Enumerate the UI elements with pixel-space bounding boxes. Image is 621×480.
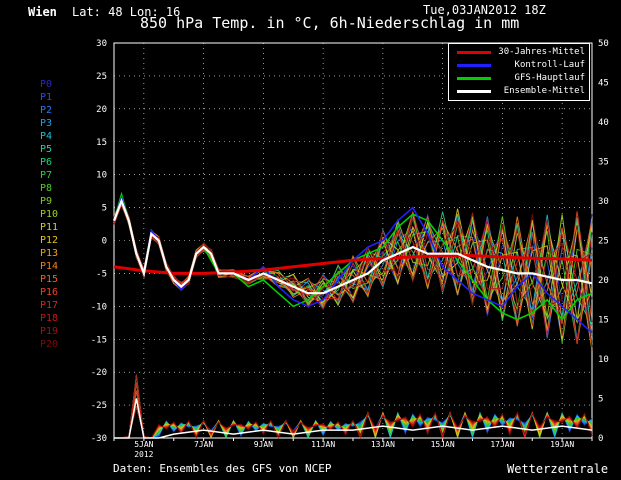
member-label: P5 [40, 144, 53, 155]
run-label: Tue,03JAN2012 18Z [423, 3, 546, 17]
legend-label: 30-Jahres-Mittel [498, 47, 585, 57]
member-label: P9 [40, 196, 53, 207]
left-tick-label: -25 [91, 401, 107, 411]
left-tick-label: 0 [102, 237, 107, 247]
x-tick-label: 13JAN [371, 440, 395, 449]
source-label: Daten: Ensembles des GFS von NCEP [113, 462, 332, 475]
member-label: P8 [40, 183, 53, 194]
legend-swatch [457, 64, 491, 67]
precip-mean-line [114, 398, 593, 439]
right-tick-label: 40 [598, 118, 609, 128]
legend-swatch [457, 77, 491, 80]
left-tick-label: 20 [96, 105, 107, 115]
member-list: P0 P1 P2 P3 P4 P5 P6 P7 P8 P9 P10 P11 P12 P13 P14 P15 P1… [40, 78, 70, 351]
brand-label: Wetterzentrale [507, 462, 609, 476]
member-label: P15 [40, 274, 59, 285]
legend-swatch [457, 51, 491, 54]
member-label: P7 [40, 170, 53, 181]
x-tick-label: 11JAN [311, 440, 335, 449]
left-tick-label: -5 [96, 269, 107, 279]
left-tick-label: -10 [91, 302, 107, 312]
right-tick-label: 30 [598, 197, 609, 207]
left-tick-label: 30 [96, 39, 107, 49]
location-label: Wien [28, 5, 57, 19]
right-tick-label: 50 [598, 39, 609, 49]
x-tick-label: 15JAN [431, 440, 455, 449]
member-label: P4 [40, 131, 53, 142]
left-tick-label: 5 [102, 204, 107, 214]
left-tick-label: 15 [96, 138, 107, 148]
left-tick-label: 25 [96, 72, 107, 82]
x-tick-label: 7JAN [194, 440, 213, 449]
right-tick-label: 5 [598, 395, 603, 405]
x-year-label: 2012 [134, 450, 153, 459]
series-line-ensemble-mittel [112, 197, 593, 295]
legend-item-hauptlauf: GFS-Hauptlauf [453, 72, 587, 84]
member-label: P11 [40, 222, 59, 233]
x-tick-label: 17JAN [490, 440, 514, 449]
member-label: P17 [40, 300, 59, 311]
x-tick-label: 19JAN [550, 440, 574, 449]
member-label: P20 [40, 339, 59, 350]
legend-item-ensemble: Ensemble-Mittel [453, 85, 587, 97]
right-tick-label: 45 [598, 79, 609, 89]
left-axis: 30 25 20 15 10 5 0 -5 -10 -15 -20 -25 -30 [91, 39, 107, 444]
member-label: P10 [40, 209, 59, 220]
left-tick-label: -15 [91, 335, 107, 345]
right-tick-label: 35 [598, 158, 609, 168]
member-label: P18 [40, 313, 59, 324]
legend-item-mittel: 30-Jahres-Mittel [453, 46, 587, 58]
left-tick-label: -20 [91, 368, 107, 378]
right-tick-label: 20 [598, 276, 609, 286]
member-label: P3 [40, 118, 53, 129]
member-label: P0 [40, 79, 53, 90]
right-tick-label: 0 [598, 434, 603, 444]
x-tick-label: 9JAN [254, 440, 273, 449]
right-tick-label: 25 [598, 237, 609, 247]
member-label: P12 [40, 235, 59, 246]
member-label: P16 [40, 287, 59, 298]
legend-label: Kontroll-Lauf [514, 60, 585, 70]
right-tick-label: 10 [598, 355, 609, 365]
member-label: P2 [40, 105, 53, 116]
legend: 30-Jahres-Mittel Kontroll-Lauf GFS-Haupt… [448, 43, 590, 101]
legend-item-kontroll: Kontroll-Lauf [453, 59, 587, 71]
member-label: P1 [40, 92, 53, 103]
precipitation-lines [114, 374, 593, 440]
x-tick-label: 5JAN [134, 440, 153, 449]
legend-label: Ensemble-Mittel [503, 86, 585, 96]
member-label: P6 [40, 157, 53, 168]
legend-swatch [457, 90, 491, 93]
legend-label: GFS-Hauptlauf [514, 73, 585, 83]
grid-lines [114, 43, 592, 438]
series-line-30-jahres-mittel [113, 254, 593, 275]
chart-title: 850 hPa Temp. in °C, 6h-Niederschlag in … [140, 14, 520, 32]
coords-label: Lat: 48 Lon: 16 [72, 5, 181, 19]
member-label: P19 [40, 326, 59, 337]
left-tick-label: -30 [91, 434, 107, 444]
left-tick-label: 10 [96, 171, 107, 181]
main-series [112, 191, 593, 334]
member-label: P14 [40, 261, 59, 272]
right-tick-label: 15 [598, 316, 609, 326]
member-label: P13 [40, 248, 59, 259]
